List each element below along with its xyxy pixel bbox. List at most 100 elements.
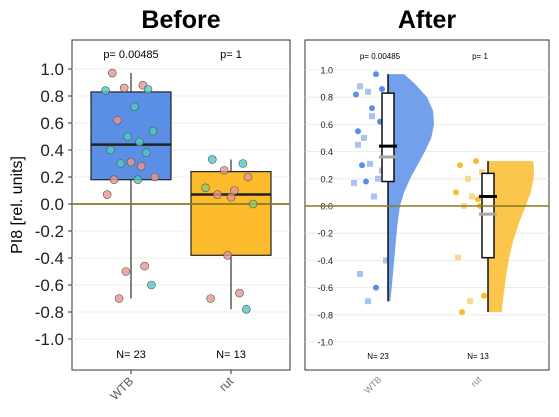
data-point [373, 284, 379, 291]
y-tick-label: 0.0 [40, 195, 64, 214]
data-point [351, 179, 357, 186]
data-point [119, 83, 129, 93]
data-point [123, 132, 132, 141]
count-label: N= 13 [216, 349, 246, 361]
data-point [457, 162, 463, 169]
data-point [459, 309, 465, 316]
data-point [367, 160, 373, 167]
data-point [113, 116, 122, 125]
data-point [243, 172, 253, 182]
count-label: N= 23 [367, 352, 389, 361]
data-point [208, 155, 217, 164]
data-point [355, 141, 361, 148]
data-point [230, 186, 239, 195]
y-tick-label: 0.2 [40, 168, 64, 187]
y-tick-label: -1.0 [317, 338, 333, 348]
data-point [136, 161, 146, 171]
y-tick-label: -0.2 [317, 229, 333, 239]
data-point [109, 175, 119, 184]
data-point [355, 128, 361, 135]
data-point [353, 91, 359, 98]
data-point [108, 68, 117, 78]
p-value-label: p= 1 [220, 49, 242, 61]
data-point [114, 294, 124, 303]
y-tick-label: -0.2 [35, 222, 64, 241]
data-point [130, 102, 139, 112]
y-tick-label: 0.4 [320, 147, 333, 157]
data-point [102, 190, 112, 199]
data-point [148, 126, 158, 136]
data-point [223, 251, 232, 260]
data-point [369, 105, 375, 112]
data-point [453, 189, 459, 196]
panel-title-after: After [398, 6, 457, 34]
data-point [473, 158, 479, 165]
x-tick-label: rut [469, 374, 484, 389]
panel-title-before: Before [141, 6, 220, 34]
density-cloud [488, 161, 534, 313]
data-point [116, 159, 126, 168]
y-axis-label: PI8 [rel. units] [9, 156, 26, 254]
y-tick-label: 0.2 [320, 174, 333, 184]
data-point [219, 165, 229, 175]
data-point [248, 199, 258, 209]
p-value-label: p= 0.00485 [103, 49, 158, 61]
p-value-label: p= 0.00485 [360, 52, 401, 61]
data-point [465, 175, 471, 182]
data-point [106, 145, 115, 155]
y-tick-label: 0.6 [40, 114, 64, 133]
y-tick-label: 0.8 [320, 93, 333, 103]
data-point [375, 175, 381, 182]
count-label: N= 23 [116, 349, 146, 361]
data-point [201, 183, 210, 193]
y-tick-label: -0.4 [317, 256, 333, 266]
y-tick-label: 1.0 [40, 60, 64, 79]
data-point [361, 135, 367, 141]
data-point [469, 193, 475, 200]
data-point [126, 157, 136, 167]
data-point [140, 261, 149, 271]
data-point [357, 83, 363, 90]
data-point [142, 148, 151, 157]
data-point [365, 88, 371, 95]
y-tick-label: -0.6 [35, 276, 64, 295]
box [190, 171, 272, 256]
data-point [242, 304, 251, 314]
y-tick-label: -0.6 [317, 283, 333, 293]
data-point [479, 169, 485, 175]
data-point [150, 172, 160, 182]
x-tick-label: WTB [107, 374, 136, 403]
y-tick-label: -0.8 [35, 303, 64, 322]
p-value-label: p= 1 [472, 52, 488, 61]
data-point [133, 175, 143, 184]
y-tick-label: 0.4 [40, 141, 64, 160]
data-point [143, 84, 153, 94]
data-point [363, 178, 369, 185]
data-point [369, 113, 375, 120]
data-point [455, 254, 461, 261]
y-tick-label: -1.0 [35, 330, 64, 349]
data-point [213, 190, 222, 199]
y-tick-label: 0.6 [320, 120, 333, 130]
data-point [371, 193, 377, 200]
data-point [121, 267, 131, 276]
data-point [373, 71, 379, 78]
data-point [101, 86, 110, 95]
density-cloud [388, 74, 434, 302]
data-point [147, 280, 156, 290]
count-label: N= 13 [467, 352, 489, 361]
data-point [135, 137, 144, 147]
data-point [206, 294, 215, 303]
data-point [357, 271, 363, 277]
y-tick-label: -0.4 [35, 249, 64, 268]
data-point [359, 162, 365, 169]
data-point [383, 257, 389, 264]
box [381, 92, 395, 183]
data-point [379, 86, 385, 93]
data-point [226, 192, 236, 202]
y-tick-label: 1.0 [320, 66, 333, 76]
data-point [235, 288, 244, 298]
y-tick-label: -0.8 [317, 310, 333, 320]
